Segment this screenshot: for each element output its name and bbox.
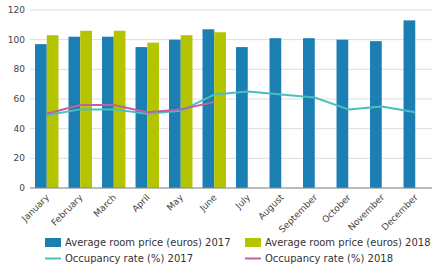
y-tick-label: 100 <box>8 35 25 45</box>
grid <box>30 10 432 188</box>
x-tick-label: June <box>197 192 219 214</box>
legend-label: Average room price (euros) 2018 <box>265 237 431 248</box>
x-tick-label: February <box>49 192 85 228</box>
x-tick-label: July <box>233 192 253 212</box>
y-tick-label: 0 <box>19 183 25 193</box>
marks <box>35 20 415 188</box>
legend-swatch <box>45 258 61 260</box>
bar <box>203 29 215 188</box>
y-tick-label: 20 <box>14 153 26 163</box>
x-tick-label: August <box>256 192 286 222</box>
bar <box>136 47 148 188</box>
legend-swatch <box>245 258 261 260</box>
bar <box>102 37 114 188</box>
x-tick-label: May <box>165 192 186 213</box>
x-tick-label: January <box>19 192 51 224</box>
bar <box>404 20 416 188</box>
bar <box>147 43 159 188</box>
x-tick-label: March <box>92 192 118 218</box>
grid-line <box>30 188 432 189</box>
bar <box>169 40 181 188</box>
legend: Average room price (euros) 2017 Average r… <box>45 237 431 264</box>
y-tick-label: 40 <box>14 124 26 134</box>
bar <box>270 38 282 188</box>
x-tick-label: April <box>130 192 152 214</box>
grid-line <box>30 10 432 11</box>
line <box>47 92 416 116</box>
y-tick-label: 80 <box>14 64 26 74</box>
bar <box>370 41 382 188</box>
bar <box>236 47 248 188</box>
x-tick-label: October <box>320 192 353 225</box>
legend-label: Occupancy rate (%) 2017 <box>65 253 193 264</box>
bar <box>181 35 193 188</box>
chart: 0 20 40 60 80 100 120 JanuaryFebruary March April… <box>0 0 442 272</box>
chart-container: 0 20 40 60 80 100 120 JanuaryFebruary March April… <box>0 0 442 272</box>
x-tick-label: December <box>380 192 420 232</box>
y-tick-label: 120 <box>8 5 25 15</box>
bar <box>69 37 81 188</box>
legend-label: Occupancy rate (%) 2018 <box>265 253 393 264</box>
bar <box>35 44 47 188</box>
legend-swatch <box>245 238 261 247</box>
legend-swatch <box>45 238 61 247</box>
y-tick-label: 60 <box>14 94 26 104</box>
bar <box>303 38 315 188</box>
bar <box>337 40 349 188</box>
legend-label: Average room price (euros) 2017 <box>65 237 231 248</box>
bar <box>214 32 226 188</box>
x-tick-label: September <box>277 192 319 234</box>
x-axis <box>30 188 432 189</box>
line <box>47 102 215 114</box>
